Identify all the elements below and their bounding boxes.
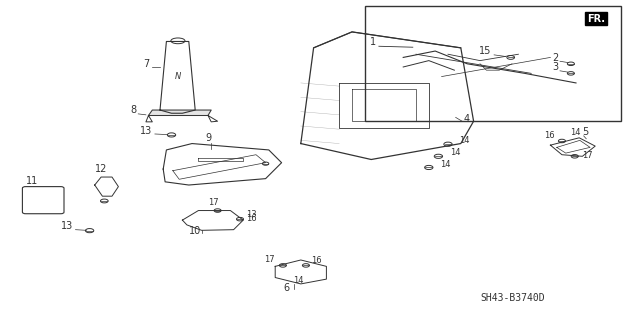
Text: 16: 16 (543, 131, 554, 140)
Text: 5: 5 (582, 127, 589, 137)
Text: 16: 16 (311, 256, 322, 265)
Text: 14: 14 (293, 276, 303, 285)
Text: 16: 16 (246, 214, 257, 223)
Text: 10: 10 (189, 226, 202, 236)
Text: 13: 13 (61, 221, 74, 231)
Text: SH43-B3740D: SH43-B3740D (480, 293, 545, 303)
Text: 8: 8 (130, 105, 136, 115)
Text: 14: 14 (570, 128, 580, 137)
Text: 14: 14 (450, 148, 460, 157)
Text: FR.: FR. (587, 14, 605, 24)
Text: 7: 7 (143, 59, 150, 69)
Text: 17: 17 (208, 198, 218, 207)
Text: 17: 17 (264, 255, 275, 264)
Text: N: N (175, 72, 181, 81)
Text: 14: 14 (440, 160, 451, 168)
Text: 2: 2 (552, 53, 558, 63)
Bar (365, 6, 621, 121)
Text: 14: 14 (460, 136, 470, 145)
Text: 9: 9 (205, 133, 211, 143)
Text: 11: 11 (26, 176, 38, 186)
Text: 1: 1 (370, 37, 376, 47)
Text: 4: 4 (463, 114, 470, 124)
Text: 3: 3 (552, 62, 558, 72)
Text: 6: 6 (283, 283, 289, 293)
Text: 13: 13 (140, 126, 152, 136)
Text: 15: 15 (479, 46, 492, 56)
Polygon shape (148, 110, 211, 115)
Text: 12: 12 (95, 164, 107, 174)
FancyBboxPatch shape (22, 187, 64, 214)
Text: 13: 13 (246, 210, 257, 219)
Text: 17: 17 (582, 151, 593, 160)
